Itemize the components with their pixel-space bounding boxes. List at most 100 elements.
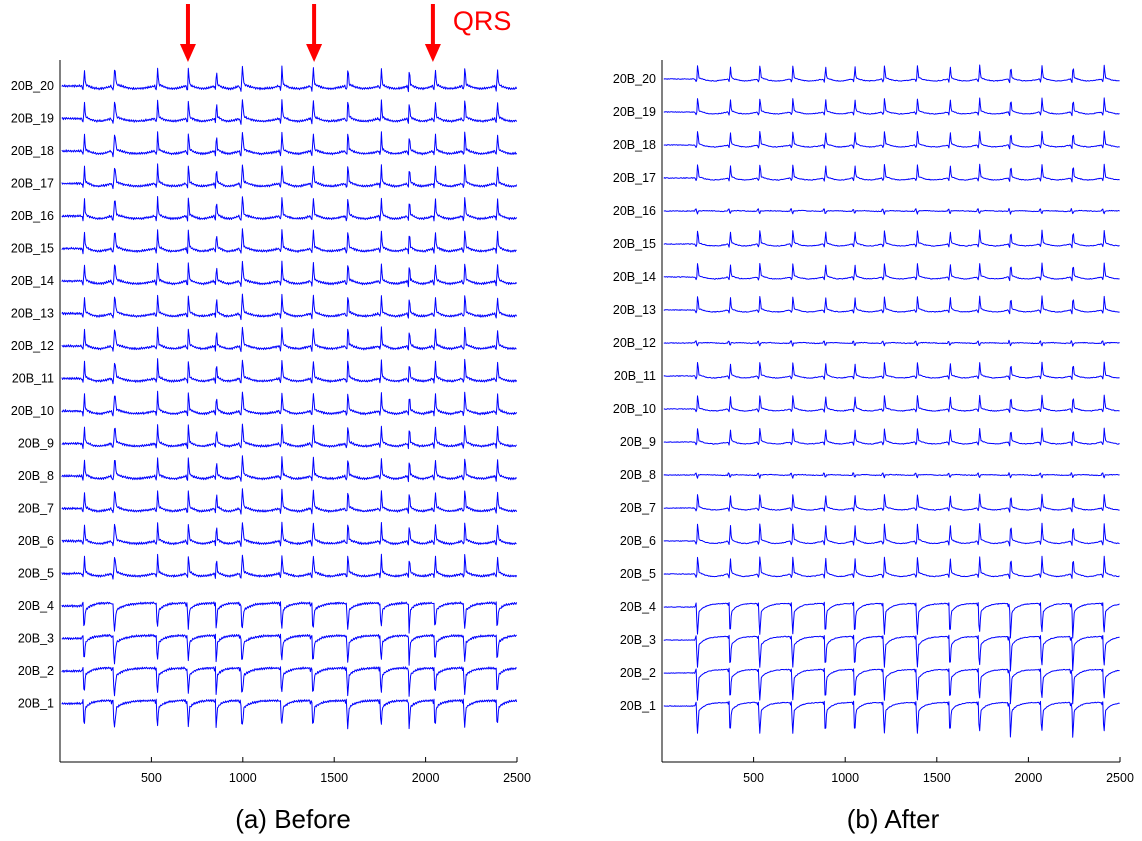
channel-trace (61, 163, 518, 190)
channel-label: 20B_18 (11, 144, 54, 158)
channel-label: 20B_5 (620, 567, 656, 581)
channel-trace (61, 423, 517, 450)
channel-label: 20B_20 (613, 72, 656, 86)
channel-trace (663, 427, 1120, 447)
channel-label: 20B_14 (11, 274, 54, 288)
channel-label: 20B_1 (18, 697, 54, 711)
x-tick-label: 1500 (923, 771, 951, 785)
channel-label: 20B_1 (620, 699, 656, 713)
panel-before: 500 1000 1500 2000 2500 20B_20 20B_19 20B_18 20B… (11, 4, 531, 834)
channel-label: 20B_11 (614, 369, 656, 383)
x-tick-label: 2000 (1014, 771, 1042, 785)
channel-label: 20B_9 (620, 435, 656, 449)
channel-label: 20B_12 (613, 336, 656, 350)
channel-label: 20B_16 (11, 209, 54, 223)
channel-label: 20B_19 (11, 112, 54, 126)
channel-trace (61, 390, 518, 417)
channel-label: 20B_17 (11, 177, 54, 191)
channel-trace (61, 666, 517, 697)
channel-trace (663, 601, 1120, 639)
channel-trace (61, 99, 518, 125)
channel-trace (61, 131, 518, 158)
channel-trace (663, 493, 1120, 513)
channel-trace (61, 601, 518, 634)
channel-trace (61, 293, 518, 321)
channel-label: 20B_12 (11, 339, 54, 353)
channel-label: 20B_6 (620, 534, 656, 548)
channel-trace (663, 394, 1120, 414)
channel-trace (61, 488, 518, 515)
channel-label: 20B_7 (620, 501, 656, 515)
channel-label: 20B_19 (613, 105, 656, 119)
channel-trace (663, 472, 1120, 479)
panel-after: 500 1000 1500 2000 2500 20B_20 20B_19 20B_18 20B… (613, 60, 1134, 834)
channel-label: 20B_5 (18, 567, 54, 581)
channel-label: 20B_10 (613, 402, 656, 416)
channel-trace (663, 700, 1120, 738)
channel-label: 20B_6 (18, 534, 54, 548)
channel-trace (61, 358, 518, 385)
channel-trace (663, 361, 1120, 380)
qrs-arrow-head (424, 44, 441, 62)
channel-trace (663, 229, 1120, 249)
x-tick-label: 500 (141, 771, 162, 785)
x-tick-label: 2500 (503, 771, 531, 785)
x-tick-label: 500 (743, 771, 764, 785)
channel-label: 20B_15 (613, 237, 656, 251)
qrs-arrow-head (306, 44, 323, 62)
channel-trace (61, 455, 517, 483)
channel-label: 20B_9 (18, 437, 54, 451)
qrs-arrow-head (179, 44, 196, 62)
channel-label: 20B_3 (620, 633, 656, 647)
channel-label: 20B_3 (18, 632, 54, 646)
channel-label: 20B_8 (18, 469, 54, 483)
channel-label: 20B_10 (11, 404, 54, 418)
channel-label: 20B_17 (613, 171, 656, 185)
channel-label: 20B_15 (11, 242, 54, 256)
channel-trace (663, 339, 1120, 347)
x-tick-label: 1000 (229, 771, 257, 785)
channel-trace (663, 262, 1120, 282)
channel-trace (61, 228, 517, 255)
channel-trace (61, 260, 518, 288)
channel-trace (61, 196, 518, 222)
channel-trace (663, 97, 1120, 117)
channel-label: 20B_4 (620, 600, 656, 614)
channel-label: 20B_13 (613, 303, 656, 317)
channel-trace (61, 698, 518, 730)
channel-label: 20B_7 (18, 502, 54, 516)
channel-label: 20B_4 (18, 599, 54, 613)
channel-label: 20B_18 (613, 138, 656, 152)
channel-trace (61, 65, 518, 93)
channel-trace (663, 64, 1120, 84)
channel-label: 20B_2 (620, 666, 656, 680)
channel-trace (61, 521, 517, 547)
channel-label: 20B_2 (18, 664, 54, 678)
channel-trace (61, 326, 517, 353)
channel-trace (61, 633, 517, 666)
channel-trace (663, 163, 1120, 183)
channel-label: 20B_20 (11, 79, 54, 93)
channel-label: 20B_13 (11, 307, 54, 321)
channel-trace (663, 634, 1120, 672)
channel-trace (663, 207, 1120, 215)
channel-trace (663, 130, 1120, 150)
panel-caption: (b) After (847, 804, 940, 834)
x-tick-label: 2000 (412, 771, 440, 785)
channel-label: 20B_8 (620, 468, 656, 482)
x-tick-label: 2500 (1106, 771, 1134, 785)
channel-trace (663, 295, 1120, 315)
channel-trace (61, 553, 518, 580)
x-tick-label: 1000 (831, 771, 859, 785)
channel-trace (663, 667, 1120, 705)
qrs-annotation-label: QRS (453, 6, 512, 36)
panel-caption: (a) Before (235, 804, 351, 834)
channel-label: 20B_16 (613, 204, 656, 218)
channel-label: 20B_14 (613, 270, 656, 284)
channel-trace (663, 522, 1120, 547)
channel-trace (663, 555, 1120, 579)
channel-label: 20B_11 (12, 372, 54, 386)
x-tick-label: 1500 (320, 771, 348, 785)
